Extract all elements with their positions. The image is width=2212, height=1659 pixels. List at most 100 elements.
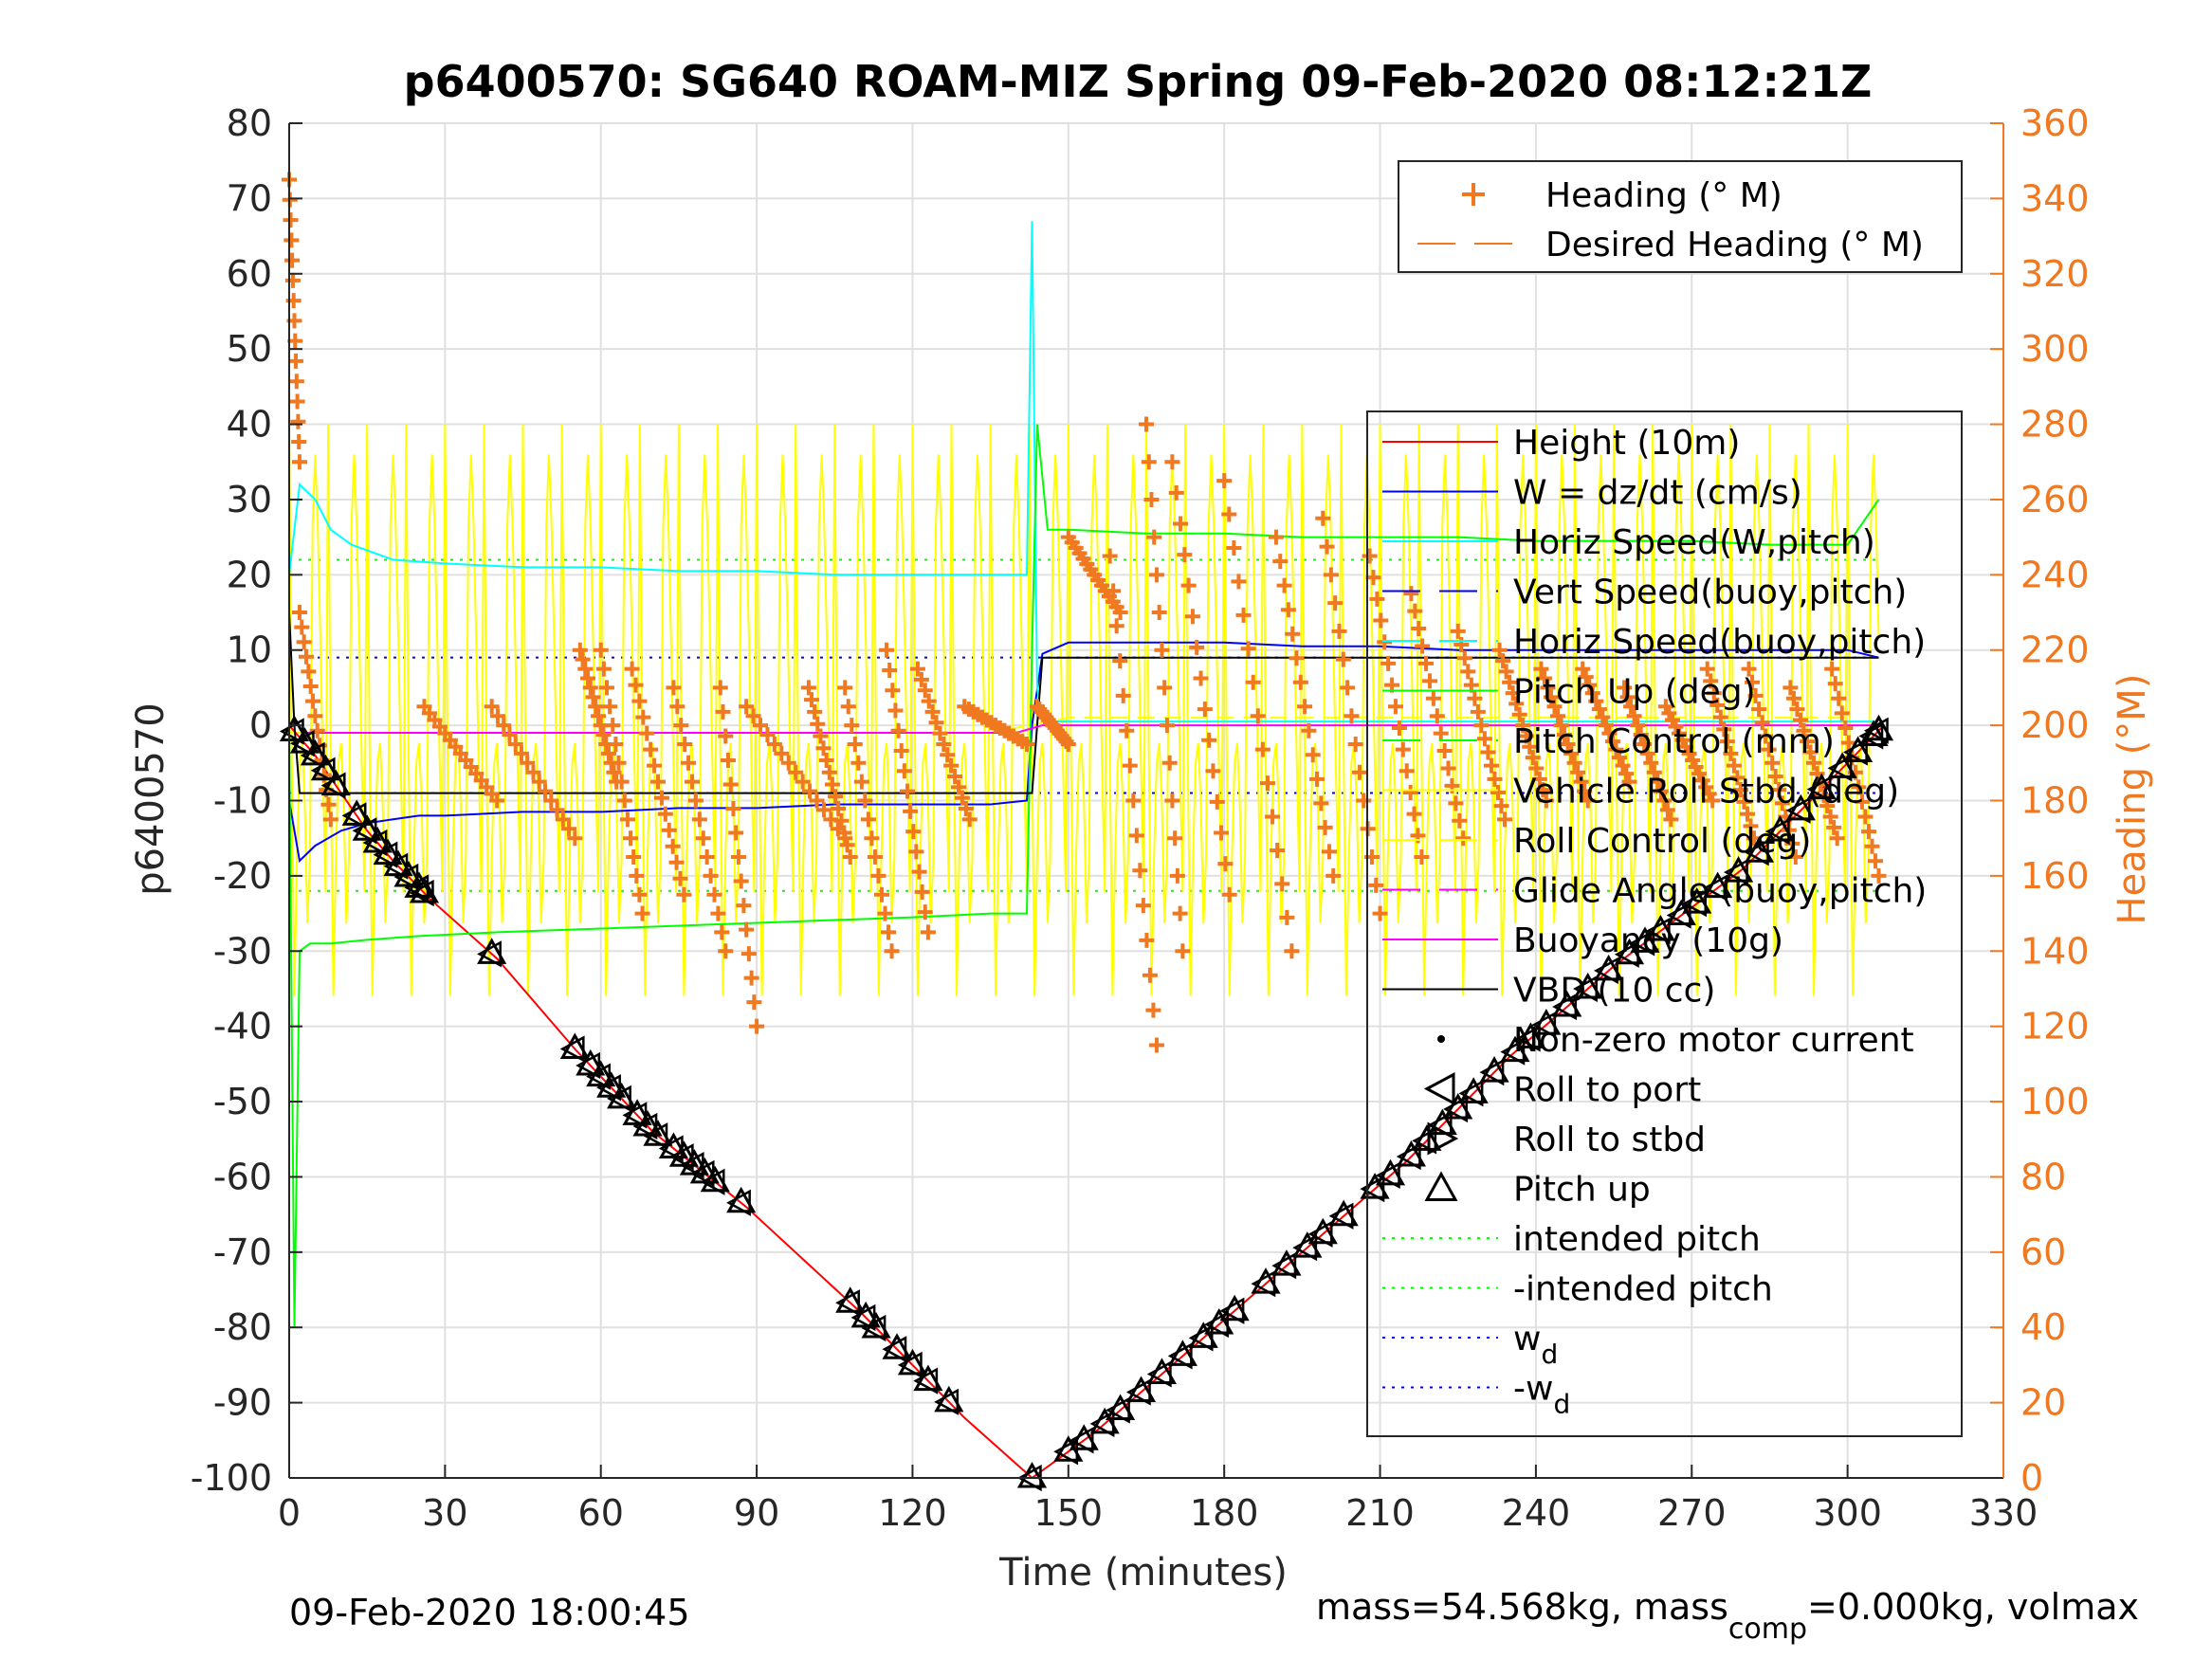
roll-marker [1443, 1095, 1468, 1123]
heading-marker [1406, 806, 1422, 822]
heading-marker [921, 693, 937, 709]
heading-marker [1122, 757, 1138, 774]
heading-marker [1498, 664, 1514, 680]
roll-marker [913, 1367, 939, 1395]
heading-marker [1703, 673, 1719, 689]
heading-marker [950, 779, 966, 795]
y-tick-label-right: 240 [2020, 554, 2090, 595]
heading-marker [639, 725, 655, 741]
heading-marker [736, 898, 752, 914]
heading-marker [1146, 529, 1162, 545]
heading-marker [1584, 685, 1600, 702]
legend-main-label-text: Roll Control (deg) [1513, 822, 1811, 861]
legend-main-label-text: Horiz Speed(buoy,pitch) [1513, 623, 1926, 662]
heading-marker [715, 703, 731, 720]
heading-marker [881, 924, 897, 940]
heading-marker [1221, 886, 1237, 902]
legend-main-label-text: Roll to stbd [1513, 1121, 1706, 1159]
roll-marker [726, 1189, 751, 1216]
heading-marker [1723, 745, 1739, 761]
heading-marker [1611, 750, 1627, 766]
heading-marker [1167, 830, 1183, 847]
heading-marker [1716, 721, 1732, 738]
legend-main-label-text: VBD (10 cc) [1513, 972, 1715, 1011]
heading-marker [1209, 793, 1225, 810]
heading-marker [831, 801, 847, 817]
heading-marker [1216, 473, 1233, 489]
heading-marker [1415, 638, 1431, 654]
heading-marker [567, 830, 583, 847]
heading-marker [710, 905, 726, 921]
roll-marker [1188, 1324, 1214, 1352]
roll-marker [1682, 889, 1707, 918]
legend-main-label: W = dz/dt (cm/s) [1513, 474, 1802, 513]
heading-marker [1205, 763, 1221, 779]
heading-marker [1573, 774, 1589, 790]
heading-marker [706, 886, 722, 902]
heading-marker [887, 702, 904, 719]
x-tick-label: 300 [1813, 1492, 1882, 1534]
heading-marker [1767, 768, 1783, 784]
legend-main-label: -wd [1513, 1370, 1570, 1420]
legend-main-label: Horiz Speed(W,pitch) [1513, 523, 1875, 562]
heading-marker [299, 648, 315, 665]
series-horiz-speed-w-pitch- [288, 221, 1879, 723]
roll-marker [477, 940, 502, 968]
heading-marker [802, 783, 818, 799]
heading-marker [1699, 661, 1715, 677]
heading-marker [1581, 677, 1598, 693]
heading-marker [1387, 699, 1403, 715]
heading-marker [1145, 1002, 1161, 1018]
heading-marker [1633, 727, 1649, 743]
heading-marker [1141, 454, 1157, 470]
heading-marker [911, 864, 927, 880]
heading-marker [725, 801, 741, 817]
legend-swatch-roll-stbd [1427, 1121, 1459, 1156]
heading-marker [1377, 634, 1393, 650]
roll-marker [1666, 902, 1691, 929]
heading-marker [672, 870, 688, 886]
heading-marker [1112, 605, 1128, 621]
heading-marker [739, 699, 755, 715]
heading-marker [774, 745, 790, 761]
roll-marker [1479, 1058, 1505, 1086]
y-tick-label-right: 200 [2020, 704, 2090, 746]
heading-marker [590, 708, 606, 724]
legend-main-label-text: Vert Speed(buoy,pitch) [1513, 574, 1907, 612]
heading-marker [1425, 690, 1441, 706]
heading-marker [1736, 793, 1752, 810]
heading-marker [1570, 764, 1586, 780]
heading-marker [1285, 626, 1301, 642]
heading-marker [1604, 734, 1620, 750]
legend-main-label-text: Pitch Control (mm) [1513, 722, 1835, 761]
legend-main-label-text: Roll to port [1513, 1071, 1701, 1110]
legend-heading-marker [1462, 183, 1485, 206]
heading-marker [903, 803, 919, 819]
heading-marker [818, 752, 834, 768]
legend-main-label: Horiz Speed(buoy,pitch) [1513, 623, 1926, 662]
heading-marker [1161, 755, 1178, 771]
heading-marker [1824, 661, 1840, 677]
series-pitch-up-deg- [288, 424, 1880, 1328]
heading-marker [839, 837, 855, 853]
heading-marker [1221, 506, 1237, 522]
heading-marker [1591, 702, 1607, 718]
heading-marker [1871, 867, 1887, 884]
heading-marker [1608, 741, 1624, 757]
heading-marker [1407, 603, 1423, 619]
roll-marker [643, 1122, 668, 1150]
heading-marker [1522, 738, 1538, 755]
roll-marker [1125, 1378, 1151, 1406]
heading-marker [1231, 574, 1247, 590]
heading-marker [1058, 734, 1074, 750]
y-tick-label-right: 180 [2020, 780, 2090, 822]
heading-marker [1491, 642, 1508, 658]
heading-marker [1476, 731, 1492, 747]
heading-marker [1309, 771, 1325, 787]
heading-marker [1860, 824, 1876, 840]
legend-top-label: Heading (° M) [1545, 176, 1782, 215]
legend-main-label: Non-zero motor current [1513, 1021, 1914, 1060]
roll-marker [1251, 1270, 1276, 1298]
heading-marker [1819, 798, 1836, 814]
roll-marker [934, 1388, 960, 1415]
